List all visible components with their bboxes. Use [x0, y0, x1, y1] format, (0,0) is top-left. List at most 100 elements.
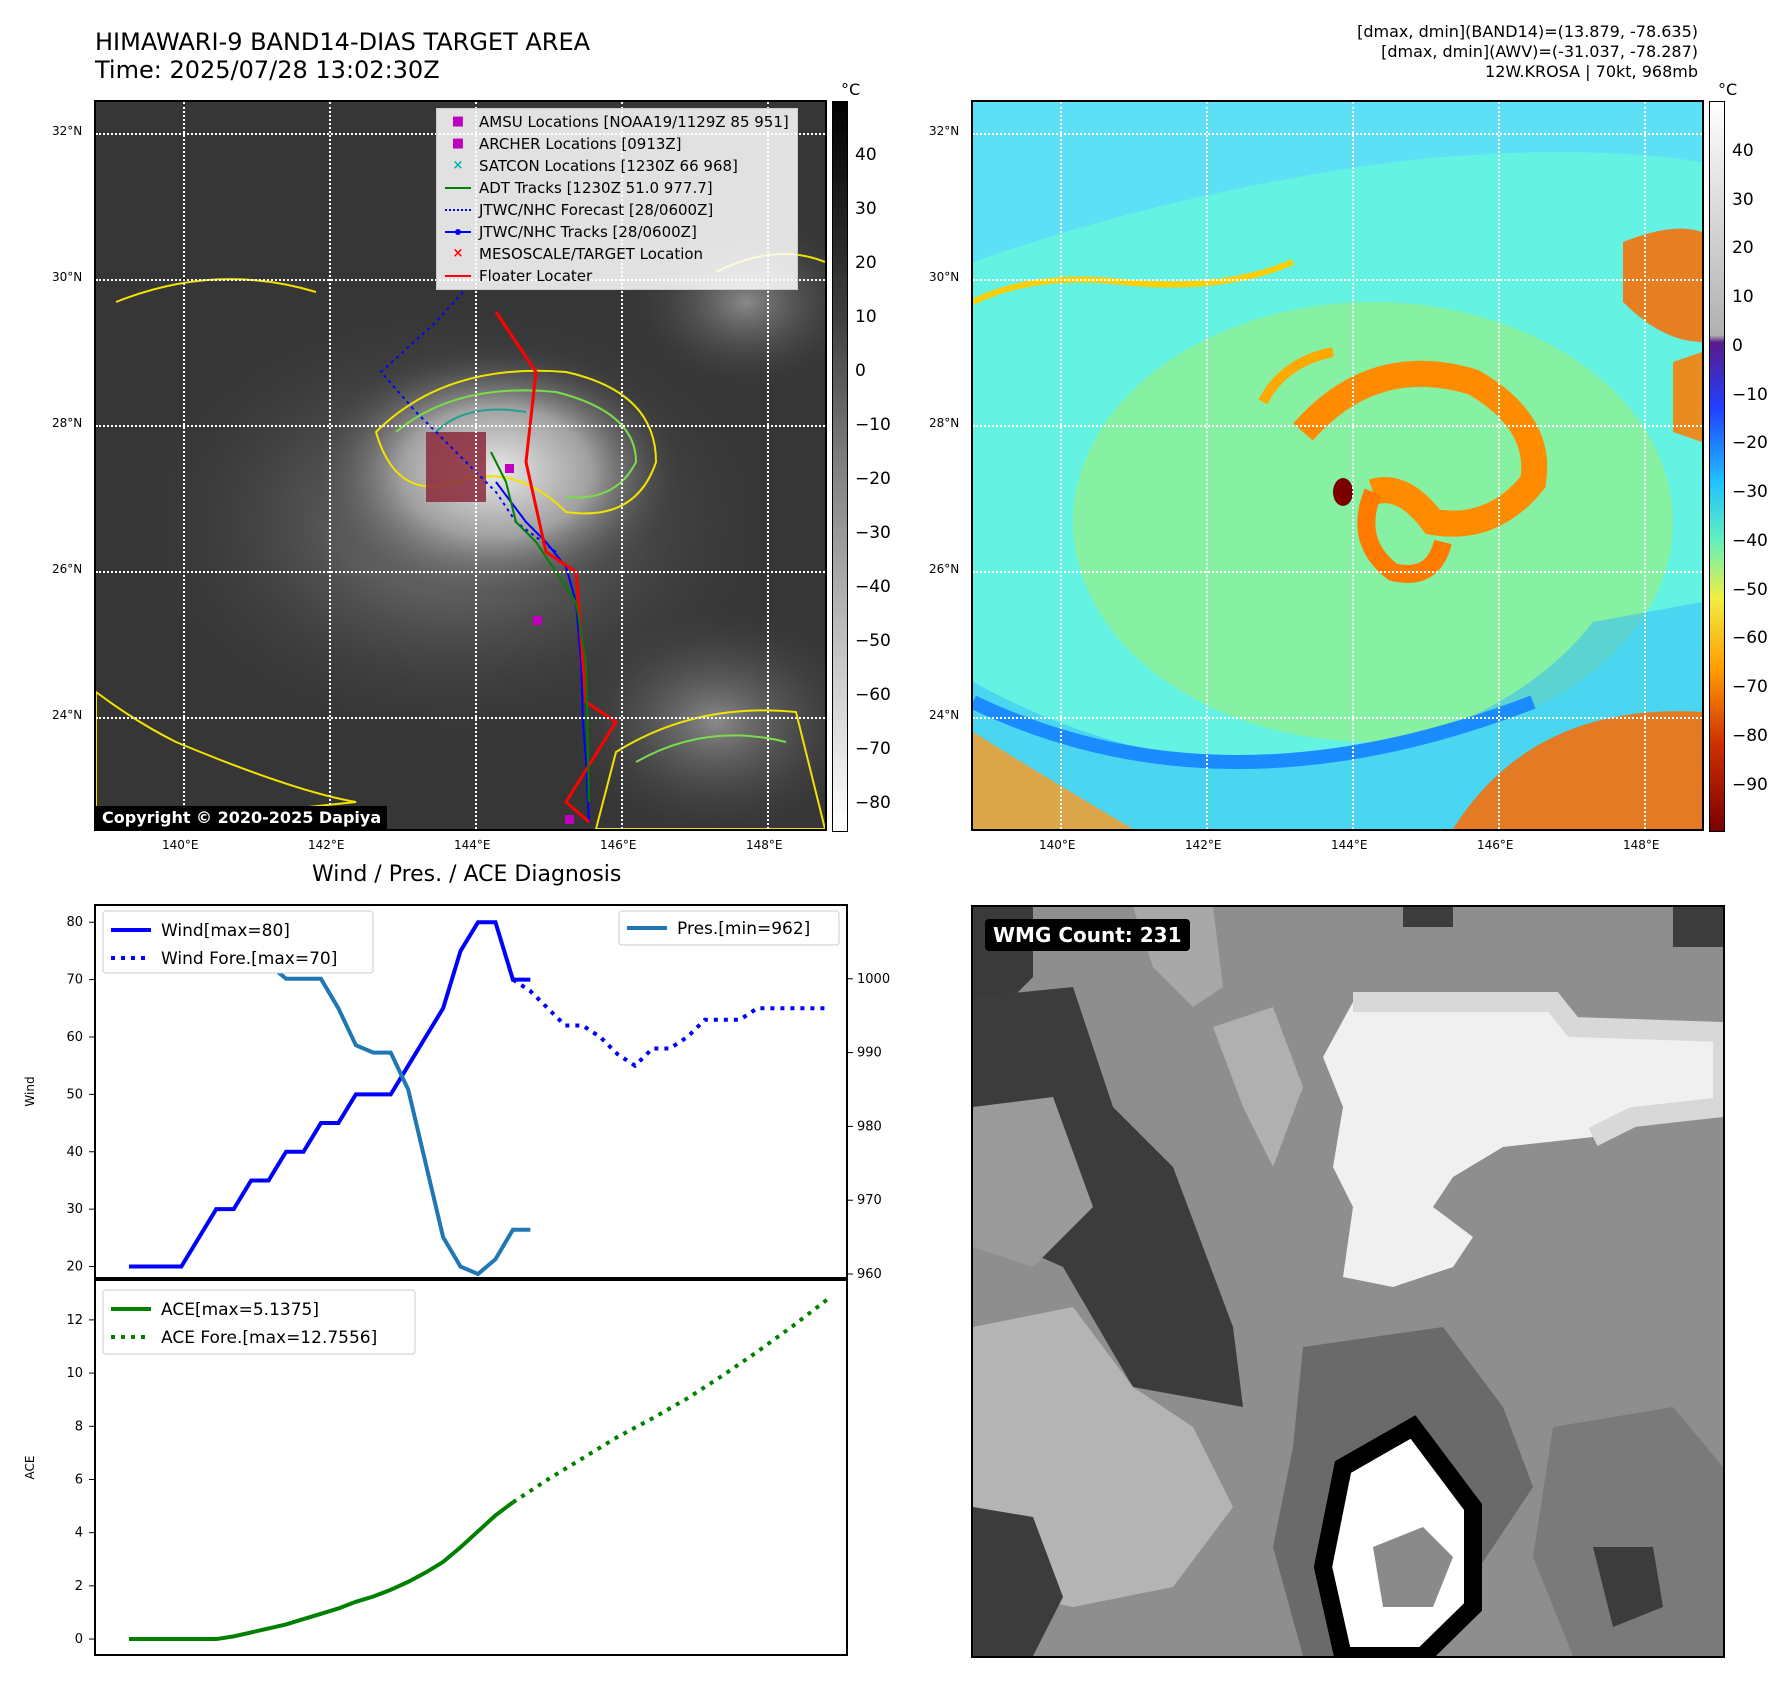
cb-tick: 30	[1732, 190, 1754, 210]
y-tick-label: 10	[66, 1366, 83, 1381]
lat-label: 26°N	[52, 562, 83, 576]
ace-chart: 0 2 4 6 8 10 12 ACE ACE[max=5.1375] ACE Fore.[max…	[23, 1279, 848, 1656]
y-tick-label: 60	[66, 1030, 83, 1045]
cb-tick: −30	[855, 523, 891, 543]
cb-tick: −50	[1732, 580, 1768, 600]
lat-label: 24°N	[52, 708, 83, 722]
cb-tick: −50	[855, 631, 891, 651]
gridline-28n	[96, 425, 825, 427]
legend-box-ace	[102, 1289, 416, 1355]
cb-tick: −90	[1732, 775, 1768, 795]
gridline-148e	[1644, 102, 1646, 829]
cb-tick: 20	[1732, 238, 1754, 258]
diagnosis-title: Wind / Pres. / ACE Diagnosis	[312, 862, 622, 887]
legend-box-pres	[618, 910, 840, 946]
cb-tick: −30	[1732, 482, 1768, 502]
legend-label: JTWC/NHC Tracks [28/0600Z]	[479, 223, 697, 241]
dotted-line-icon	[445, 203, 471, 217]
square-marker-icon: ■	[451, 114, 465, 129]
info-line-1: [dmax, dmin](BAND14)=(13.879, -78.635)	[1357, 22, 1698, 41]
x-marker-icon: ×	[452, 158, 464, 173]
lat-label: 24°N	[929, 708, 960, 722]
cb-tick: −60	[855, 685, 891, 705]
legend-label: ARCHER Locations [0913Z]	[479, 135, 682, 153]
colorbar-right	[1709, 101, 1725, 832]
lat-label: 30°N	[929, 270, 960, 284]
legend-item-archer: ■ ARCHER Locations [0913Z]	[445, 133, 789, 155]
legend-label-ace-fore: ACE Fore.[max=12.7556]	[161, 1328, 377, 1348]
y-tick-label: 40	[66, 1145, 83, 1160]
cb-tick: 10	[1732, 287, 1754, 307]
gridline-140e	[1060, 102, 1062, 829]
legend-label-wind-fore: Wind Fore.[max=70]	[161, 949, 337, 969]
gridline-24n	[973, 717, 1702, 719]
gridline-24n	[96, 717, 825, 719]
colorbar-right-unit: °C	[1718, 80, 1738, 99]
y2-tick-label: 960	[857, 1267, 882, 1280]
gridline-142e	[1206, 102, 1208, 829]
y-tick-label: 2	[75, 1579, 83, 1594]
legend-label: Floater Locater	[479, 267, 593, 285]
cb-tick: −10	[1732, 385, 1768, 405]
legend-label: MESOSCALE/TARGET Location	[479, 245, 704, 263]
gridline-32n	[973, 133, 1702, 135]
y-tick-label: 80	[66, 915, 83, 930]
legend-label: ADT Tracks [1230Z 51.0 977.7]	[479, 179, 713, 197]
wmg-count-badge: WMG Count: 231	[985, 919, 1190, 951]
info-line-3: 12W.KROSA | 70kt, 968mb	[1485, 62, 1698, 81]
cb-tick: 30	[855, 199, 877, 219]
lat-label: 28°N	[929, 416, 960, 430]
y-axis-label: Wind	[23, 1076, 37, 1106]
y-tick-label: 12	[66, 1313, 83, 1328]
y-tick-label: 6	[75, 1472, 83, 1487]
lat-label: 28°N	[52, 416, 83, 430]
legend-label: AMSU Locations [NOAA19/1129Z 85 951]	[479, 113, 789, 131]
y2-tick-label: 980	[857, 1119, 882, 1134]
x-marker-icon: ×	[452, 246, 464, 261]
cb-tick: 20	[855, 253, 877, 273]
series-line-0	[129, 920, 531, 1269]
cb-tick: −40	[1732, 531, 1768, 551]
awv-map-panel	[971, 100, 1704, 831]
wmg-imagery	[973, 907, 1723, 1656]
gridline-144e	[1352, 102, 1354, 829]
y-tick-label: 0	[75, 1632, 83, 1647]
y-tick-label: 8	[75, 1419, 83, 1434]
gridline-146e	[1498, 102, 1500, 829]
lat-label: 32°N	[929, 124, 960, 138]
awv-imagery	[973, 102, 1702, 829]
gridline-148e	[767, 102, 769, 829]
lon-label: 146°E	[600, 838, 637, 852]
cb-tick: −10	[855, 415, 891, 435]
ir-map-panel: ■ AMSU Locations [NOAA19/1129Z 85 951] ■ A…	[94, 100, 827, 831]
cb-tick: −20	[855, 469, 891, 489]
colorbar-left	[832, 101, 848, 832]
lat-label: 32°N	[52, 124, 83, 138]
cb-tick: 0	[855, 361, 866, 381]
y2-tick-label: 990	[857, 1046, 882, 1061]
figure-time: Time: 2025/07/28 13:02:30Z	[95, 56, 440, 84]
gridline-140e	[183, 102, 185, 829]
lon-label: 148°E	[746, 838, 783, 852]
gridline-142e	[329, 102, 331, 829]
lon-label: 144°E	[454, 838, 491, 852]
line-marker-icon	[445, 181, 471, 195]
legend-label: SATCON Locations [1230Z 66 968]	[479, 157, 738, 175]
legend-item-satcon: × SATCON Locations [1230Z 66 968]	[445, 155, 789, 177]
colorbar-left-unit: °C	[841, 80, 861, 99]
legend-label-wind: Wind[max=80]	[161, 921, 290, 941]
legend-item-floater: Floater Locater	[445, 265, 789, 287]
legend-box-wind	[102, 910, 374, 974]
lon-label: 140°E	[162, 838, 199, 852]
cb-tick: −40	[855, 577, 891, 597]
y-axis-label: ACE	[23, 1456, 37, 1480]
cb-tick: −70	[855, 739, 891, 759]
gridline-146e	[621, 102, 623, 829]
line-dot-icon	[445, 225, 471, 239]
cb-tick: 0	[1732, 336, 1743, 356]
copyright-label: Copyright © 2020-2025 Dapiya	[96, 806, 388, 829]
cb-tick: 10	[855, 307, 877, 327]
y-tick-label: 30	[66, 1202, 83, 1217]
gridline-26n	[973, 571, 1702, 573]
lon-label: 142°E	[308, 838, 345, 852]
